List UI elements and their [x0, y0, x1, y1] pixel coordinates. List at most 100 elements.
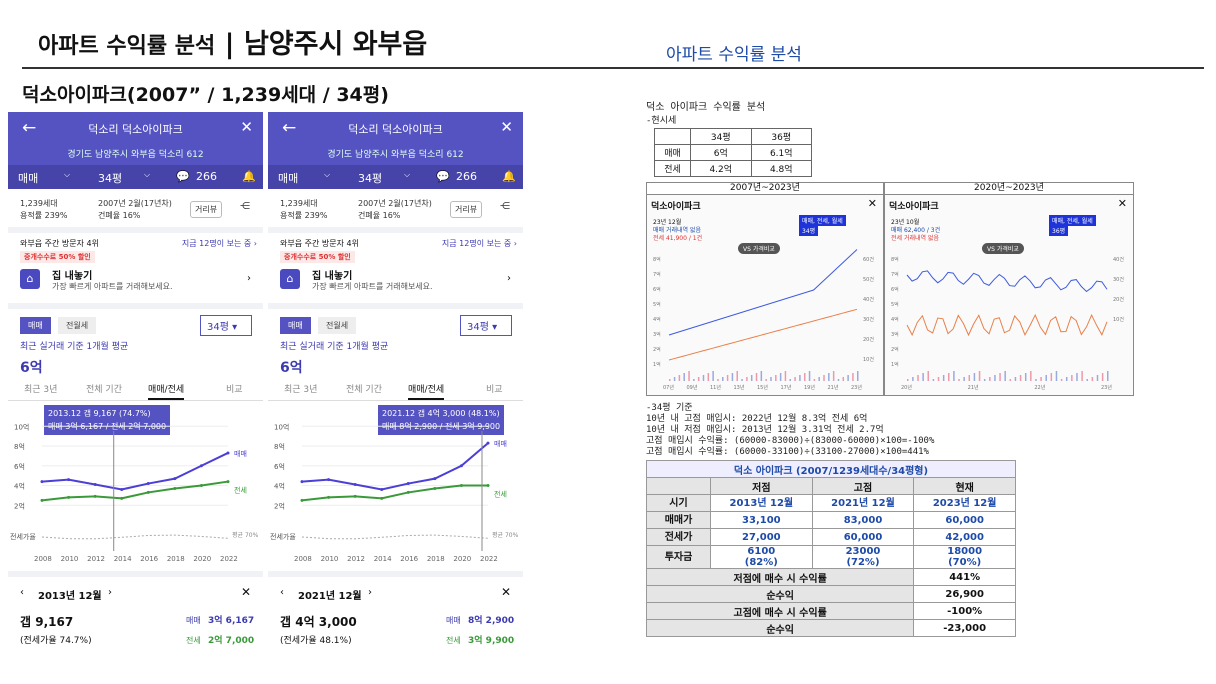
bell-icon[interactable]: 🔔 — [242, 170, 256, 183]
volume-bar — [775, 375, 777, 381]
live-viewers-link[interactable]: 지금 12명이 보는 중 › — [181, 239, 257, 248]
price-chart[interactable]: 2021.12 갭 4억 3,000 (48.1%) 매매 8억 2,900 / … — [268, 401, 523, 571]
tab-compare[interactable]: 비교 — [226, 385, 243, 395]
chevron-right-icon[interactable]: › — [507, 273, 511, 284]
avg-label: 최근 실거래 기준 1개월 평균 — [280, 342, 389, 352]
close-icon[interactable]: ✕ — [867, 197, 877, 210]
x-tick: 2012 — [347, 555, 365, 563]
volume-bar — [755, 373, 758, 381]
y2-tick: 30건 — [1113, 276, 1124, 283]
volume-bar — [1060, 379, 1063, 381]
volume-bar — [852, 373, 854, 381]
comment-icon[interactable]: 💬 — [436, 170, 450, 183]
comment-count[interactable]: 266 — [196, 170, 217, 183]
rent-tab[interactable]: 전월세 — [318, 317, 357, 334]
share-icon[interactable]: ⋲ — [240, 201, 250, 212]
prev-icon[interactable]: ‹ — [20, 587, 24, 598]
tab-3y[interactable]: 최근 3년 — [284, 385, 318, 395]
trade-filter[interactable]: 매매 — [278, 172, 299, 185]
volume-bar — [808, 371, 811, 381]
chevron-down-icon[interactable]: ⌵ — [324, 170, 331, 179]
x-tick: 23년 — [851, 384, 862, 391]
sell-home-banner[interactable]: ⌂ 집 내놓기 가장 빠르게 아파트를 거래해보세요. › — [268, 265, 523, 303]
prev-icon[interactable]: ‹ — [280, 587, 284, 598]
street-view-button[interactable]: 거리뷰 — [190, 201, 223, 218]
y-tick: 2억 — [891, 346, 899, 353]
size-pill[interactable]: 36평 — [1049, 225, 1069, 236]
tab-sell-rent[interactable]: 매매/전세 — [148, 382, 185, 400]
data-point — [226, 480, 230, 484]
close-icon[interactable]: ✕ — [500, 585, 511, 599]
chevron-down-icon[interactable]: ⌵ — [64, 170, 71, 179]
tab-compare[interactable]: 비교 — [486, 385, 503, 395]
size-select[interactable]: 34평 ▾ — [200, 315, 252, 336]
live-viewers-link[interactable]: 지금 12명이 보는 중 › — [441, 239, 517, 248]
share-icon[interactable]: ⋲ — [500, 201, 510, 212]
price-chart[interactable]: 2013.12 갭 9,167 (74.7%) 매매 3억 6,167 / 전세 … — [8, 401, 263, 571]
trade-tab[interactable]: 매매 — [280, 317, 311, 334]
chart-date: 23년 12월 — [653, 219, 682, 226]
visitor-rank: 와부읍 주간 방문자 4위 — [20, 239, 99, 248]
tab-sell-rent[interactable]: 매매/전세 — [408, 382, 445, 400]
price-summary: 매매 전월세 34평 ▾ 최근 실거래 기준 1개월 평균 — [8, 309, 263, 357]
volume-bar — [953, 371, 955, 381]
chevron-right-icon[interactable]: › — [247, 273, 251, 284]
doc-title: 덕소 아이파크 수익률 분석 — [646, 102, 766, 113]
sell-home-banner[interactable]: ⌂ 집 내놓기 가장 빠르게 아파트를 거래해보세요. › — [8, 265, 263, 303]
chart-right: 2020년~2023년 덕소아이파크 ✕ 23년 10월 매매 62,400 /… — [884, 182, 1134, 396]
summary-cell: 27,000 — [710, 528, 813, 546]
vs-button[interactable]: VS 가격비교 — [738, 243, 780, 254]
x-tick: 21년 — [968, 384, 979, 391]
sell-label: 매매 — [186, 616, 201, 625]
tooltip-line-1: 2021.12 갭 4억 3,000 (48.1%) — [382, 409, 500, 418]
tab-3y[interactable]: 최근 3년 — [24, 385, 58, 395]
volume-bar — [1055, 371, 1058, 381]
app-title: 덕소리 덕소아이파크 — [348, 123, 443, 136]
legend-label: 전세 — [234, 486, 247, 495]
x-tick: 13년 — [734, 384, 745, 391]
trade-tab[interactable]: 매매 — [20, 317, 51, 334]
size-filter[interactable]: 34평 — [98, 172, 123, 185]
trade-filter[interactable]: 매매 — [18, 172, 39, 185]
comment-icon[interactable]: 💬 — [176, 170, 190, 183]
chevron-down-icon[interactable]: ⌵ — [404, 170, 411, 179]
street-view-button[interactable]: 거리뷰 — [450, 201, 483, 218]
size-select[interactable]: 34평 ▾ — [460, 315, 512, 336]
volume-bar — [968, 375, 971, 381]
chart-note: 매매 거래내역 없음 — [653, 227, 701, 234]
tab-all[interactable]: 전체 기간 — [346, 385, 382, 395]
vs-button[interactable]: VS 가격비교 — [982, 243, 1024, 254]
back-arrow-icon[interactable]: ← — [22, 118, 37, 138]
chevron-down-icon[interactable]: ⌵ — [144, 170, 151, 179]
comment-count[interactable]: 266 — [456, 170, 477, 183]
volume-bar — [779, 373, 782, 381]
ratio-line — [301, 534, 489, 540]
next-icon[interactable]: › — [368, 587, 372, 598]
x-tick: 07년 — [663, 384, 674, 391]
summary-col — [646, 477, 711, 495]
filter-pill[interactable]: 매매, 전세, 월세 — [799, 215, 846, 226]
y-tick: 6억 — [891, 286, 899, 293]
title-divider — [22, 67, 1204, 69]
back-arrow-icon[interactable]: ← — [282, 118, 297, 138]
bell-icon[interactable]: 🔔 — [502, 170, 516, 183]
volume-bar — [673, 377, 676, 381]
data-point — [173, 477, 177, 481]
y-tick: 10억 — [14, 423, 29, 431]
chart-left: 2007년~2023년 덕소아이파크 ✕ 23년 12월 매매 거래내역 없음 … — [646, 182, 884, 396]
filter-pill[interactable]: 매매, 전세, 월세 — [1049, 215, 1096, 226]
rent-tab[interactable]: 전월세 — [58, 317, 97, 334]
size-pill[interactable]: 34평 — [799, 225, 819, 236]
data-point — [40, 480, 44, 484]
close-icon[interactable]: ✕ — [1117, 197, 1127, 210]
summary-cell: 18000 (70%) — [913, 545, 1016, 569]
close-icon[interactable]: ✕ — [240, 585, 251, 599]
series-line-rent — [41, 480, 229, 502]
selected-date: 2013년 12월 — [38, 591, 102, 602]
tab-all[interactable]: 전체 기간 — [86, 385, 122, 395]
close-icon[interactable]: ✕ — [500, 118, 513, 136]
next-icon[interactable]: › — [108, 587, 112, 598]
size-filter[interactable]: 34평 — [358, 172, 383, 185]
close-icon[interactable]: ✕ — [240, 118, 253, 136]
filter-bar: 매매 ⌵ 34평 ⌵ 💬 266 🔔 — [8, 165, 263, 189]
